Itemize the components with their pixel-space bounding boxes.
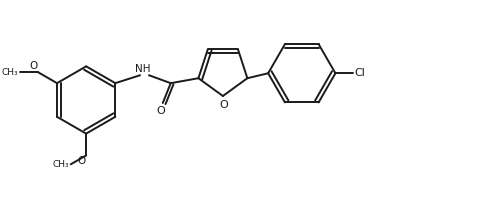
Text: Cl: Cl bbox=[354, 68, 365, 78]
Text: NH: NH bbox=[135, 64, 151, 74]
Text: O: O bbox=[77, 156, 85, 166]
Text: CH₃: CH₃ bbox=[52, 160, 69, 169]
Text: O: O bbox=[157, 106, 165, 116]
Text: O: O bbox=[219, 100, 228, 110]
Text: CH₃: CH₃ bbox=[2, 68, 18, 77]
Text: O: O bbox=[29, 61, 37, 71]
